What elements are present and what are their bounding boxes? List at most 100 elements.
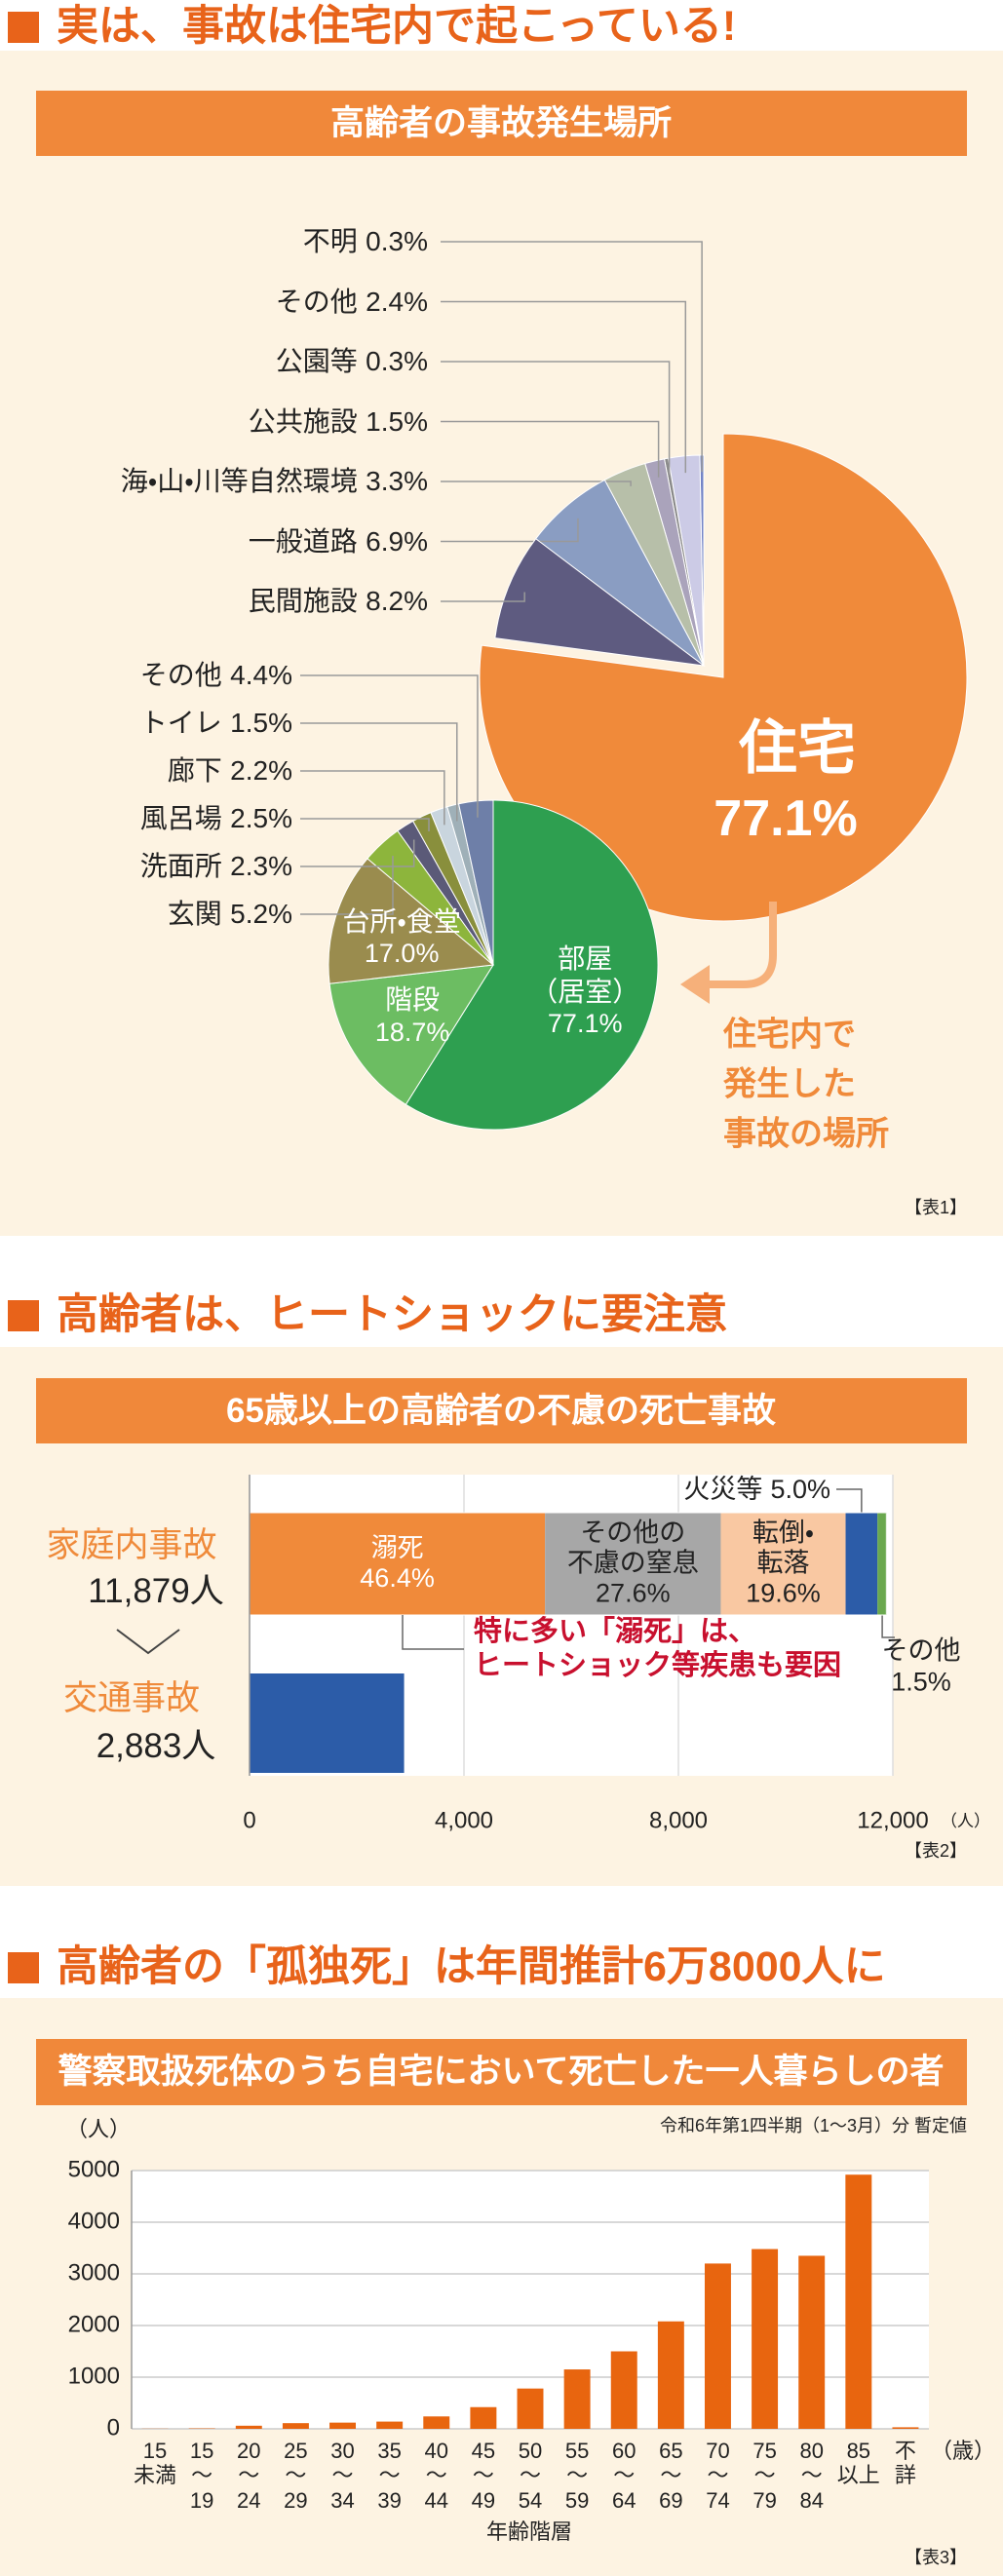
chevron [116,1629,180,1655]
x-tick-label: 85 以上 [836,2439,880,2488]
value-label: 0.3% [366,346,428,377]
chart-title: 高齢者の事故発生場所 [329,103,673,142]
title-banner [36,91,967,156]
heading-marker [8,1300,39,1331]
x-tick-label: 15 〜 19 [189,2439,214,2513]
category-label: 公共施設 [248,405,358,437]
title-banner [36,1378,967,1443]
x-tick-label: 60 〜 64 [611,2439,637,2513]
pie-slice [328,964,494,1105]
bar [704,2263,731,2429]
value-label: 5.2% [230,899,292,930]
slice-label: 洗面所 2.3% [140,850,292,883]
x-tick-label: 35 〜 39 [377,2439,402,2513]
y-tick-label: 5000 [67,2156,120,2183]
segment-label: その他の 不慮の窒息 27.6% [567,1518,699,1608]
value-label: 46.4% [360,1563,435,1593]
leader-line [881,1615,895,1638]
bar-segment [845,1513,878,1615]
slice-label: 廊下 2.2% [168,754,292,788]
bar [423,2416,450,2429]
category-label: 台所・食堂 [342,905,461,937]
category-label: 火災等 [683,1474,763,1504]
slice-label: 住宅 [739,715,856,781]
leader-line [441,361,671,476]
value-label: 2.3% [230,851,292,882]
category-label: 玄関 [167,899,222,930]
category-label: その他 [275,286,358,317]
value-label: 18.7% [374,1017,450,1047]
category-label: 交通事故 [62,1679,201,1717]
value-label: 77.1% [547,1009,623,1039]
pie-slice [457,799,494,966]
section-heading: 高齢者の「孤独死」は年間推計6万8000人に [57,1943,886,1991]
leader-line [441,300,687,474]
bar-segment [545,1513,721,1615]
slice-label: その他 2.4% [276,286,428,319]
x-tick-label: 8,000 [648,1807,709,1834]
value-label: 3.3% [366,466,428,497]
y-tick-label: 2000 [67,2311,120,2338]
segment-label: 転倒・ 転落 19.6% [746,1518,821,1608]
category-label: 洗面所 [139,851,222,882]
x-tick-label: 80 〜 84 [799,2439,824,2513]
y-tick-label: 3000 [67,2259,120,2287]
leader-line [300,856,394,915]
y-tick-label: 0 [106,2414,120,2441]
bar [610,2351,637,2429]
slice-label: 台所・食堂 17.0% [342,905,461,970]
value-label: 4.4% [230,660,292,691]
x-tick-label: 4,000 [434,1807,494,1834]
slice-label: 公園等 0.3% [276,345,428,378]
source-label: 【表2】 [904,1841,967,1862]
category-label: 民間施設 [248,586,358,617]
annotation: 住宅内で [723,1016,856,1054]
x-unit: （人） [941,1811,990,1830]
x-tick-label: 30 〜 34 [330,2439,355,2513]
x-axis-label: 年齢階層 [485,2518,573,2544]
slice-value: 77.1% [714,789,858,847]
value-label: 0.3% [366,226,428,257]
x-tick-label: 0 [243,1807,256,1834]
pie-slice [494,538,706,667]
x-tick-label: 25 〜 29 [284,2439,308,2513]
heading-marker [8,1952,39,1983]
pie-slice [328,858,495,984]
x-tick-label: 40 〜 44 [424,2439,448,2513]
value-label: 2.4% [366,286,428,317]
category-value: 2,883人 [96,1727,216,1765]
slice-label: トイレ 1.5% [140,707,292,740]
category-label: 家庭内事故 [46,1526,217,1564]
chart-title: 65歳以上の高齢者の不慮の死亡事故 [226,1391,776,1430]
bar-segment [250,1513,546,1615]
section-heading: 高齢者は、ヒートショックに要注意 [57,1291,727,1339]
category-label: 転倒・ 転落 [752,1518,815,1578]
bar-segment [877,1513,887,1615]
x-tick-label: 50 〜 54 [518,2439,543,2513]
category-label: 一般道路 [248,525,358,557]
source-label: 【表1】 [904,1198,967,1218]
x-tick-label: 55 〜 59 [564,2439,590,2513]
category-label: 公園等 [275,346,358,377]
bar [376,2421,404,2429]
value-label: 17.0% [364,939,440,969]
bar [235,2425,262,2429]
value-label: 1.5% [230,708,292,739]
category-label: 不明 [302,226,358,257]
category-label: 階段 [385,984,441,1016]
segment-label: 溺死 46.4% [360,1533,435,1594]
category-label: 部屋 （居室） [530,943,640,1007]
value-label: 5.0% [770,1474,830,1504]
x-tick-label: 15 未満 [134,2439,177,2488]
pie-slice [405,799,659,1131]
y-tick-label: 1000 [67,2363,120,2390]
leader-line [300,770,445,826]
bar [517,2388,544,2429]
leader-line [441,241,703,473]
x-tick-label: 12,000 [857,1807,929,1834]
category-label: 風呂場 [139,803,222,834]
slice-label: 不明 0.3% [303,225,428,258]
leader-line [441,592,525,602]
bar-segment [720,1513,846,1615]
